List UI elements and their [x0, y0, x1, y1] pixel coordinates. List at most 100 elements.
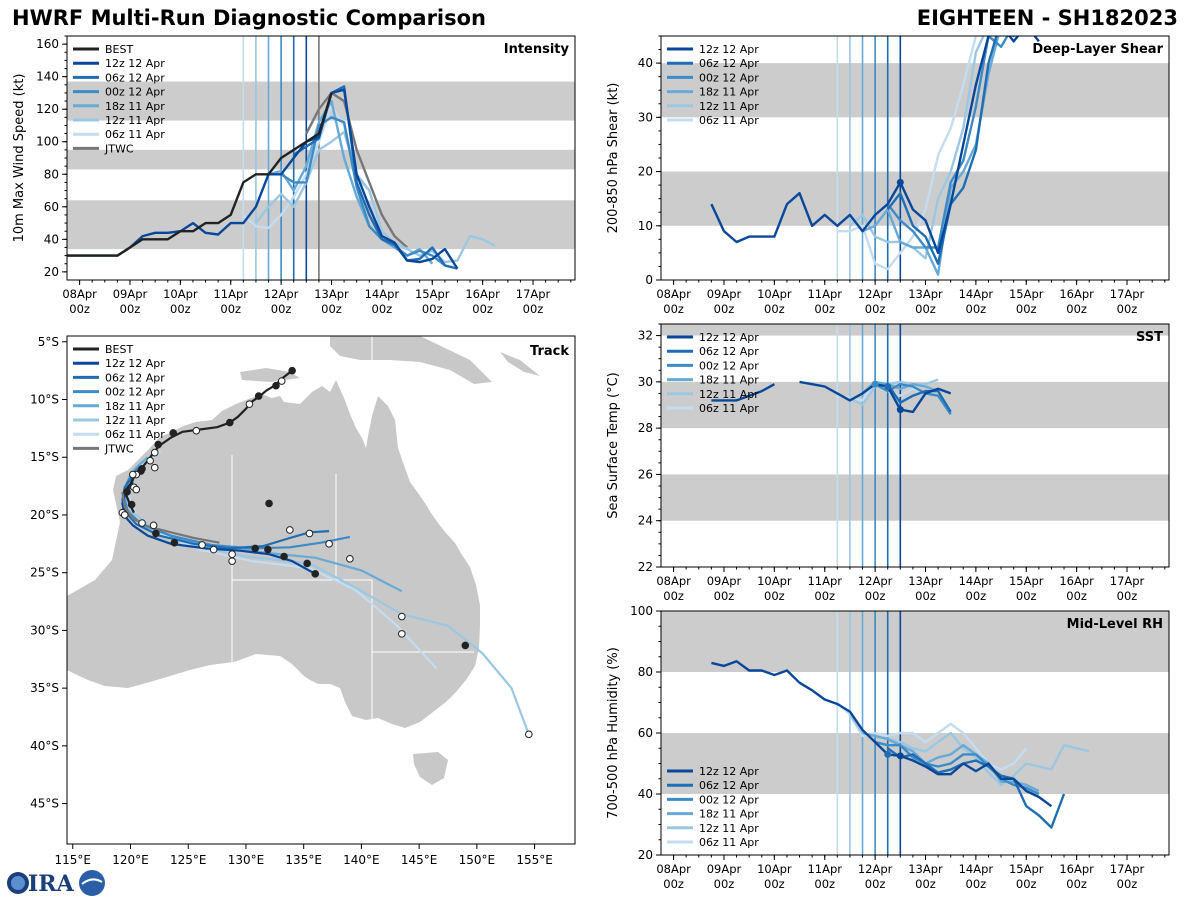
x-tick-date: 17Apr [1110, 287, 1145, 301]
track-point [288, 366, 296, 375]
y-tick-label: 60 [44, 200, 59, 214]
legend-label: 00z 12 Apr [105, 386, 165, 399]
y-tick-label: 80 [44, 167, 59, 181]
y-axis-label: 200-850 hPa Shear (kt) [606, 83, 621, 234]
x-tick-date: 13Apr [908, 862, 943, 876]
x-tick-date: 16Apr [465, 287, 500, 301]
panel-shear: 01020304008Apr00z09Apr00z10Apr00z11Apr00… [606, 35, 1170, 316]
track-point [525, 730, 533, 739]
y-tick-label: 80 [638, 665, 653, 679]
legend-label: JTWC [104, 442, 134, 455]
storm-id-title: EIGHTEEN - SH182023 [916, 6, 1178, 30]
y-tick-label: 10°S [30, 393, 59, 407]
x-tick-hour: 00z [271, 302, 292, 316]
threshold-band [661, 611, 1169, 672]
x-tick-hour: 00z [764, 589, 785, 603]
panel-title: SST [1136, 330, 1163, 345]
x-tick-date: 08Apr [656, 287, 691, 301]
y-tick-label: 0 [645, 273, 653, 287]
legend-label: 06z 11 Apr [699, 402, 759, 415]
new-guinea [330, 336, 492, 384]
x-tick-hour: 00z [714, 877, 735, 891]
x-tick-hour: 00z [663, 302, 684, 316]
legend-label: 12z 11 Apr [105, 114, 165, 127]
series-line [874, 383, 952, 415]
legend-label: 18z 11 Apr [699, 374, 759, 387]
track-point [127, 500, 136, 509]
x-tick-label: 145°E [401, 853, 438, 867]
track-point [170, 538, 179, 547]
y-tick-label: 100 [36, 135, 59, 149]
legend-label: 06z 12 Apr [699, 57, 759, 70]
series-line [862, 36, 1000, 276]
legend-label: 12z 12 Apr [699, 765, 759, 778]
x-tick-date: 15Apr [1009, 862, 1044, 876]
x-tick-hour: 00z [1016, 589, 1037, 603]
x-tick-date: 14Apr [365, 287, 400, 301]
data-point [896, 752, 904, 760]
track-point [146, 456, 154, 465]
x-tick-date: 16Apr [1059, 574, 1094, 588]
y-tick-label: 26 [638, 467, 653, 481]
x-tick-label: 155°E [516, 853, 553, 867]
x-tick-date: 11Apr [807, 287, 842, 301]
legend-label: 00z 12 Apr [105, 86, 165, 99]
series-line [305, 91, 408, 249]
cira-logo: IRA [6, 868, 106, 898]
legend-label: 06z 11 Apr [105, 128, 165, 141]
x-tick-hour: 00z [220, 302, 241, 316]
y-tick-label: 20°S [30, 508, 59, 522]
legend-label: 06z 12 Apr [105, 71, 165, 84]
y-tick-label: 28 [638, 421, 653, 435]
x-tick-label: 115°E [55, 853, 92, 867]
series-line [849, 378, 939, 407]
threshold-band [67, 149, 575, 170]
series-line [874, 36, 1009, 249]
track-point [245, 400, 254, 408]
bands [661, 36, 1169, 280]
series-line [886, 383, 952, 413]
legend-label: 12z 11 Apr [699, 100, 759, 113]
legend-label: 06z 12 Apr [699, 345, 759, 358]
legend-label: 00z 12 Apr [699, 793, 759, 806]
track-point [265, 499, 273, 508]
x-tick-date: 12Apr [858, 862, 893, 876]
y-tick-label: 5°S [38, 335, 59, 349]
x-tick-date: 15Apr [1009, 574, 1044, 588]
y-tick-label: 35°S [30, 681, 59, 695]
series-line [710, 36, 1040, 255]
x-tick-hour: 00z [663, 877, 684, 891]
legend-label: 18z 11 Apr [699, 808, 759, 821]
data-point [896, 406, 904, 414]
y-tick-label: 10 [638, 219, 653, 233]
x-tick-hour: 00z [915, 589, 936, 603]
track-point [280, 552, 288, 561]
y-tick-label: 140 [36, 70, 59, 84]
track-point [461, 641, 470, 650]
legend-label: 00z 12 Apr [699, 359, 759, 372]
x-tick-date: 13Apr [908, 287, 943, 301]
x-tick-date: 11Apr [213, 287, 248, 301]
x-tick-date: 08Apr [656, 862, 691, 876]
track-point [286, 526, 294, 534]
x-tick-hour: 00z [865, 877, 886, 891]
y-axis-label: 700-500 hPa Humidity (%) [606, 647, 621, 819]
y-tick-label: 120 [36, 102, 59, 116]
x-tick-label: 120°E [112, 853, 149, 867]
x-tick-hour: 00z [865, 589, 886, 603]
threshold-band [67, 200, 575, 250]
x-tick-hour: 00z [472, 302, 493, 316]
x-tick-hour: 00z [1117, 589, 1138, 603]
legend-label: JTWC [104, 142, 134, 155]
bands [661, 611, 1169, 855]
legend-label: 12z 12 Apr [699, 43, 759, 56]
svg-text:IRA: IRA [28, 871, 75, 897]
x-tick-label: 130°E [228, 853, 265, 867]
track-point [251, 544, 259, 553]
x-tick-hour: 00z [814, 877, 835, 891]
panel-title: Track [530, 344, 569, 359]
x-tick-date: 13Apr [314, 287, 349, 301]
x-tick-hour: 00z [814, 589, 835, 603]
x-tick-hour: 00z [170, 302, 191, 316]
series-line [254, 130, 496, 264]
